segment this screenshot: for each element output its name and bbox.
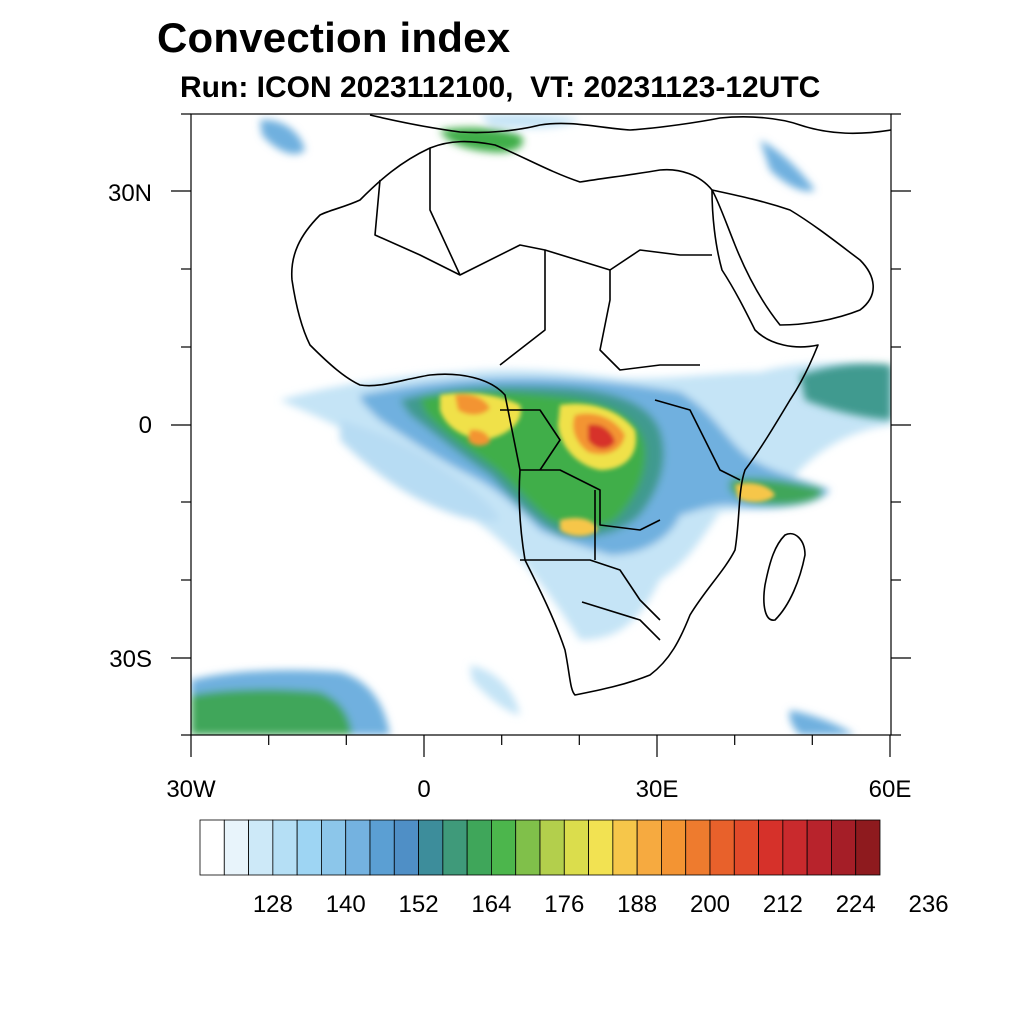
colorbar-swatch [588, 819, 614, 876]
field-light-blue-west [340, 420, 500, 522]
colorbar-swatch [515, 819, 541, 876]
colorbar-swatch [393, 819, 419, 876]
colorbar-swatch [223, 819, 249, 876]
x-tick-label-60e: 60E [869, 776, 912, 803]
colorbar-swatch [466, 819, 492, 876]
field-north-east [760, 140, 815, 192]
coastlines [290, 114, 891, 696]
field-north-med [440, 127, 524, 153]
colorbar-swatch [539, 819, 565, 876]
field-yellow-4 [560, 518, 598, 536]
convection-field [191, 114, 891, 735]
colorbar-swatch [806, 819, 832, 876]
y-tick-label-30s: 30S [109, 646, 152, 673]
colorbar-label: 188 [617, 891, 657, 918]
colorbar-swatch [782, 819, 808, 876]
europe-coastline [369, 114, 891, 135]
field-indian-ocean [800, 363, 891, 420]
field-southeast [789, 710, 855, 735]
colorbar-swatch [563, 819, 589, 876]
colorbar-label: 212 [763, 891, 803, 918]
colorbar-swatch [272, 819, 298, 876]
x-tick-label-30e: 30E [636, 776, 679, 803]
colorbar-swatch [661, 819, 687, 876]
arabia-coastline [711, 189, 874, 326]
field-southwest-core [191, 689, 352, 735]
colorbar-label: 140 [326, 891, 366, 918]
x-tick-label-30w: 30W [166, 776, 216, 803]
internal-border-6 [654, 399, 741, 481]
y-tick-label-0: 0 [139, 412, 152, 439]
internal-border-10 [581, 601, 661, 641]
colorbar-swatch [248, 819, 274, 876]
field-yellow-3 [735, 483, 775, 502]
field-north-top [480, 114, 580, 129]
madagascar-coastline [763, 533, 806, 621]
colorbar-swatch [418, 819, 444, 876]
colorbar-label: 200 [690, 891, 730, 918]
colorbar-swatch [709, 819, 735, 876]
internal-border-1 [374, 179, 546, 366]
colorbar-label: 164 [471, 891, 511, 918]
africa-coastline [290, 140, 819, 696]
colorbar: 128 140 152 164 176 188 200 212 224 236 [199, 819, 949, 918]
colorbar-swatch [831, 819, 857, 876]
colorbar-swatch [758, 819, 784, 876]
colorbar-label: 152 [399, 891, 439, 918]
colorbar-label: 128 [253, 891, 293, 918]
axis-ticks [171, 113, 911, 757]
colorbar-swatch [321, 819, 347, 876]
colorbar-swatch [296, 819, 322, 876]
colorbar-swatch [733, 819, 759, 876]
colorbar-swatch [199, 819, 225, 876]
colorbar-swatch [345, 819, 371, 876]
colorbar-swatch [855, 819, 881, 876]
internal-border-9 [429, 148, 461, 276]
colorbar-swatch [685, 819, 711, 876]
y-tick-label-30n: 30N [108, 180, 152, 207]
field-southwest-streak [470, 665, 520, 715]
internal-border-3 [520, 469, 661, 531]
colorbar-swatch [491, 819, 517, 876]
internal-border-8 [609, 249, 712, 271]
field-orange-2 [455, 394, 490, 415]
colorbar-swatch [636, 819, 662, 876]
internal-border-7 [500, 409, 561, 471]
map-subtitle: Run: ICON 2023112100, VT: 20231123-12UTC [180, 71, 821, 104]
colorbar-label: 224 [836, 891, 876, 918]
colorbar-swatch [442, 819, 468, 876]
colorbar-swatch [369, 819, 395, 876]
field-red-1 [588, 424, 615, 449]
internal-border-4 [520, 559, 661, 621]
field-orange-3 [468, 429, 490, 446]
colorbar-label: 176 [544, 891, 584, 918]
colorbar-label: 236 [909, 891, 949, 918]
colorbar-swatch [612, 819, 638, 876]
x-tick-label-0: 0 [417, 776, 430, 803]
field-north-west [260, 119, 305, 155]
map-title: Convection index [157, 14, 511, 61]
